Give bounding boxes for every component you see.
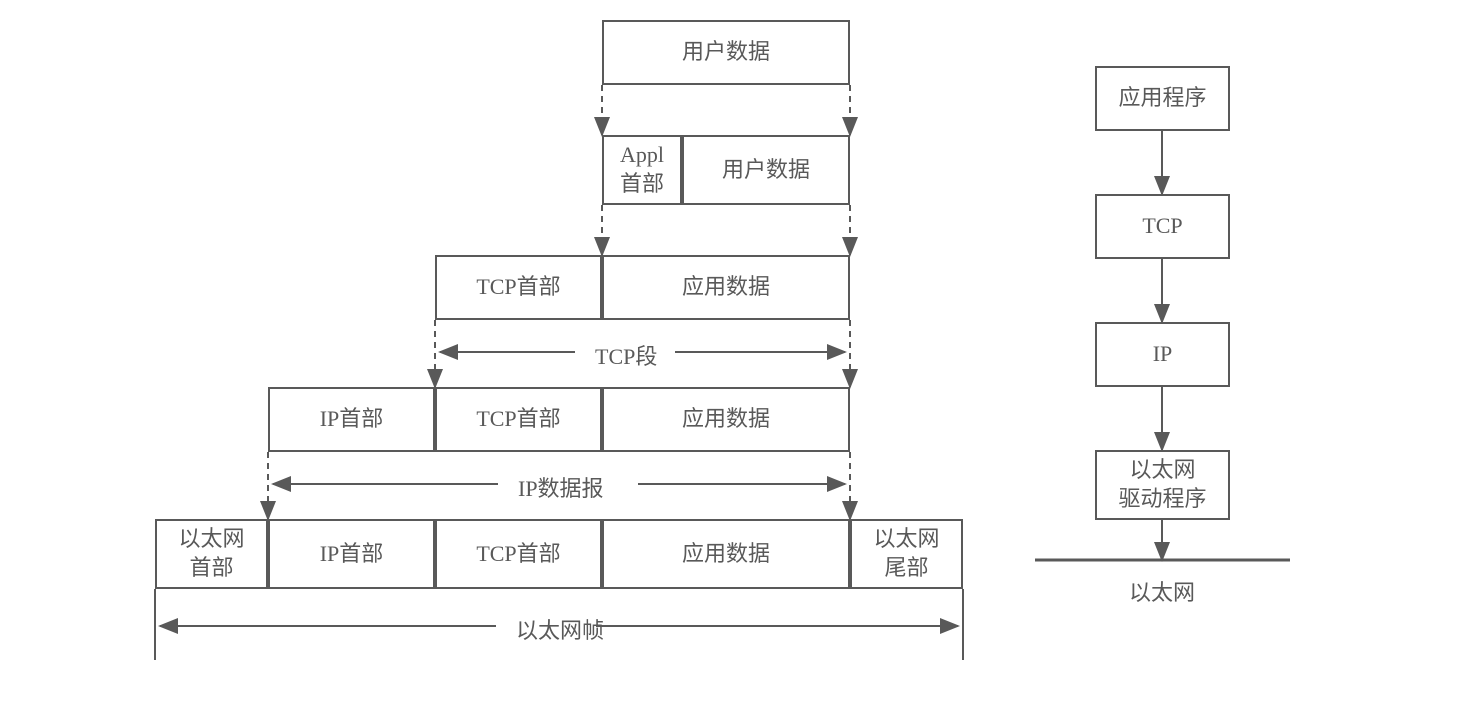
stack-ip: IP bbox=[1095, 322, 1230, 387]
encap-row4-box1: IP首部 bbox=[268, 387, 435, 452]
encap-row5-box5: 以太网尾部 bbox=[850, 519, 963, 589]
stack-app: 应用程序 bbox=[1095, 66, 1230, 131]
stack-driver: 以太网驱动程序 bbox=[1095, 450, 1230, 520]
stack-tcp: TCP bbox=[1095, 194, 1230, 259]
encap-row2-box1: Appl首部 bbox=[602, 135, 682, 205]
encap-row4-box3: 应用数据 bbox=[602, 387, 850, 452]
label-ipDatagram: IP数据报 bbox=[518, 471, 604, 503]
encap-row4-box2: TCP首部 bbox=[435, 387, 602, 452]
encap-row5-box2: IP首部 bbox=[268, 519, 435, 589]
encap-row2-box2: 用户数据 bbox=[682, 135, 850, 205]
encap-row1-box1: 用户数据 bbox=[602, 20, 850, 85]
encap-row3-box2: 应用数据 bbox=[602, 255, 850, 320]
label-tcpSegment: TCP段 bbox=[595, 339, 657, 371]
label-ethernetFrame: 以太网帧 bbox=[516, 613, 604, 645]
encap-row3-box1: TCP首部 bbox=[435, 255, 602, 320]
encap-row5-box4: 应用数据 bbox=[602, 519, 850, 589]
label-ethernet: 以太网 bbox=[1129, 575, 1195, 607]
encap-row5-box1: 以太网首部 bbox=[155, 519, 268, 589]
encap-row5-box3: TCP首部 bbox=[435, 519, 602, 589]
